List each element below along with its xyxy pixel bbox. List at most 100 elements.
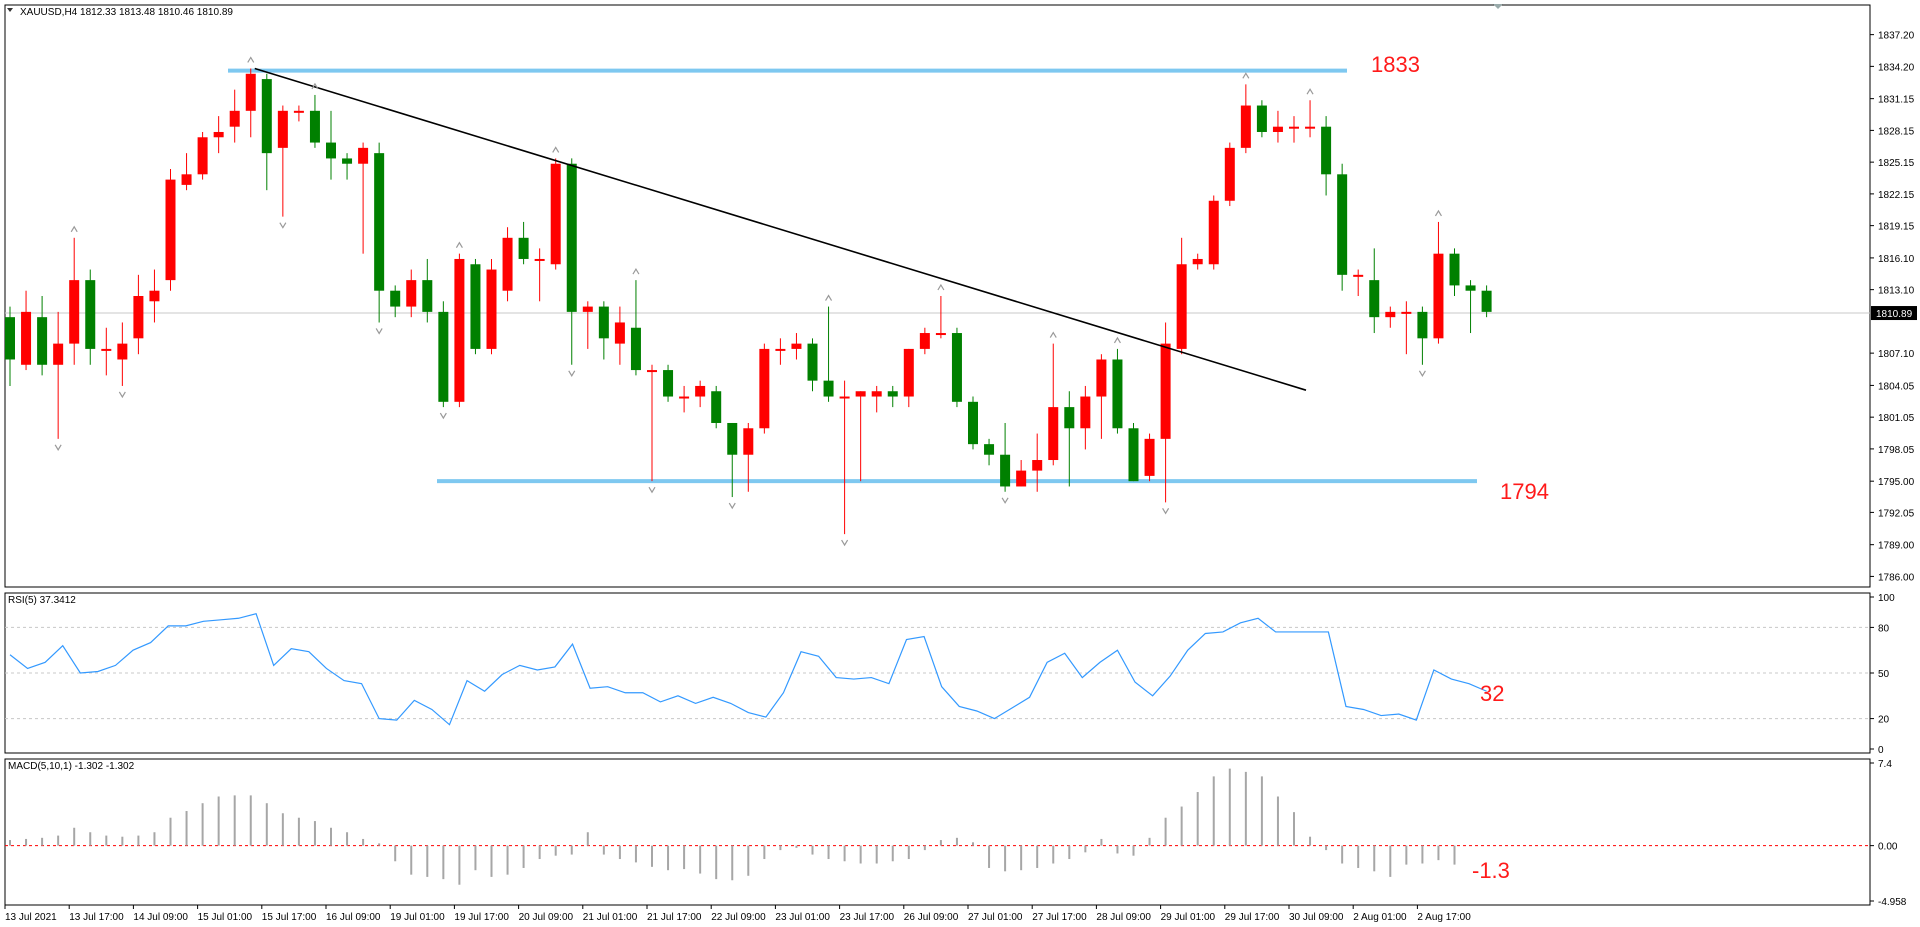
candle [165,169,176,291]
candle [374,142,385,323]
candle-body [293,110,304,113]
candle-body [1353,274,1364,277]
fractal-up-icon [632,267,640,275]
candle [1465,280,1476,334]
price-tick-label: 1834.20 [1878,62,1915,73]
candle-body [133,296,144,339]
time-axis: 13 Jul 2021 13 Jul 17:00 14 Jul 09:00 15 Ju… [4,905,1471,923]
candle [133,274,144,355]
candle-body [309,110,320,143]
candle [1048,343,1059,466]
time-tick-label: 30 Jul 09:00 [1289,912,1344,923]
candle [1449,248,1460,296]
candle [887,385,898,408]
time-tick-label: 27 Jul 01:00 [968,912,1023,923]
candle [1401,301,1412,355]
candle-body [727,422,738,455]
candle-body [197,137,208,175]
fractal-up-icon [455,241,463,248]
candle [839,380,850,535]
candle [69,237,80,365]
time-tick-label: 21 Jul 01:00 [583,912,638,923]
candle-body [422,280,433,312]
candle-body [1160,343,1171,439]
fractal-up-icon [1049,331,1057,338]
candle [1160,322,1171,503]
current-price-label: 1810.89 [1876,309,1913,320]
rsi-tick-label: 100 [1878,593,1895,604]
time-tick-label: 28 Jul 09:00 [1096,912,1151,923]
candle-body [679,396,690,399]
candle [326,110,336,180]
time-tick-label: 16 Jul 09:00 [326,912,381,923]
candle [1112,348,1123,434]
candle-body [1016,470,1027,487]
candle [1224,142,1235,207]
candle [390,285,401,318]
candle [679,385,690,413]
rsi-line [9,612,1487,726]
candle-body [69,280,80,344]
candle [1289,116,1299,143]
candle-body [149,290,160,302]
time-tick-label: 22 Jul 09:00 [711,912,766,923]
time-tick-label: 19 Jul 17:00 [454,912,509,923]
candle [454,253,465,408]
time-tick-label: 19 Jul 01:00 [390,912,445,923]
candle [550,158,561,270]
candle-body [470,264,481,349]
time-tick-label: 27 Jul 17:00 [1032,912,1087,923]
candle [293,105,304,122]
candle-body [566,163,577,312]
candle-body [1289,126,1299,129]
candle-body [647,370,657,373]
price-tick-label: 1804.05 [1878,381,1915,392]
candle-body [807,343,818,381]
candle-body [759,348,770,429]
candle-body [614,322,625,344]
chevron-down-icon[interactable] [1493,4,1503,9]
candle [566,158,577,365]
candle [37,296,48,376]
fractal-up-icon [937,283,945,291]
candle [438,301,449,408]
candle [117,322,128,386]
candle-body [342,158,353,164]
candlestick-series [5,68,1492,535]
time-tick-label: 2 Aug 01:00 [1353,912,1407,923]
candle [919,327,930,355]
candle-body [663,370,674,397]
candle-body [117,343,128,360]
price-tick-label: 1816.10 [1878,254,1915,265]
candle [1272,110,1283,143]
candle-body [1481,290,1492,312]
macd-header: MACD(5,10,1) -1.302 -1.302 [8,761,135,772]
candle-body [1048,407,1059,461]
chart-frames [4,4,1871,906]
candle [21,290,32,371]
candle [663,364,674,402]
candle-body [1080,396,1091,429]
candle [309,94,320,148]
price-tick-label: 1789.00 [1878,541,1915,552]
candle-body [454,258,465,402]
candle-body [1449,253,1460,286]
candle [406,269,417,318]
price-tick-label: 1822.15 [1878,190,1915,201]
menu-triangle-icon[interactable] [7,8,13,12]
macd-annotation: -1.3 [1472,858,1510,883]
candle [1080,385,1091,450]
time-tick-label: 23 Jul 01:00 [775,912,830,923]
price-tick-label: 1831.15 [1878,95,1915,106]
candle [1337,163,1348,291]
candle-body [1032,460,1043,471]
fractal-down-icon [439,412,447,420]
candle [470,258,481,355]
rsi-annotation: 32 [1480,681,1504,706]
time-tick-label: 29 Jul 01:00 [1161,912,1216,923]
candle-body [261,79,272,154]
fractal-down-icon [1162,508,1170,515]
time-tick-label: 26 Jul 09:00 [904,912,959,923]
fractal-up-icon [1434,209,1442,217]
